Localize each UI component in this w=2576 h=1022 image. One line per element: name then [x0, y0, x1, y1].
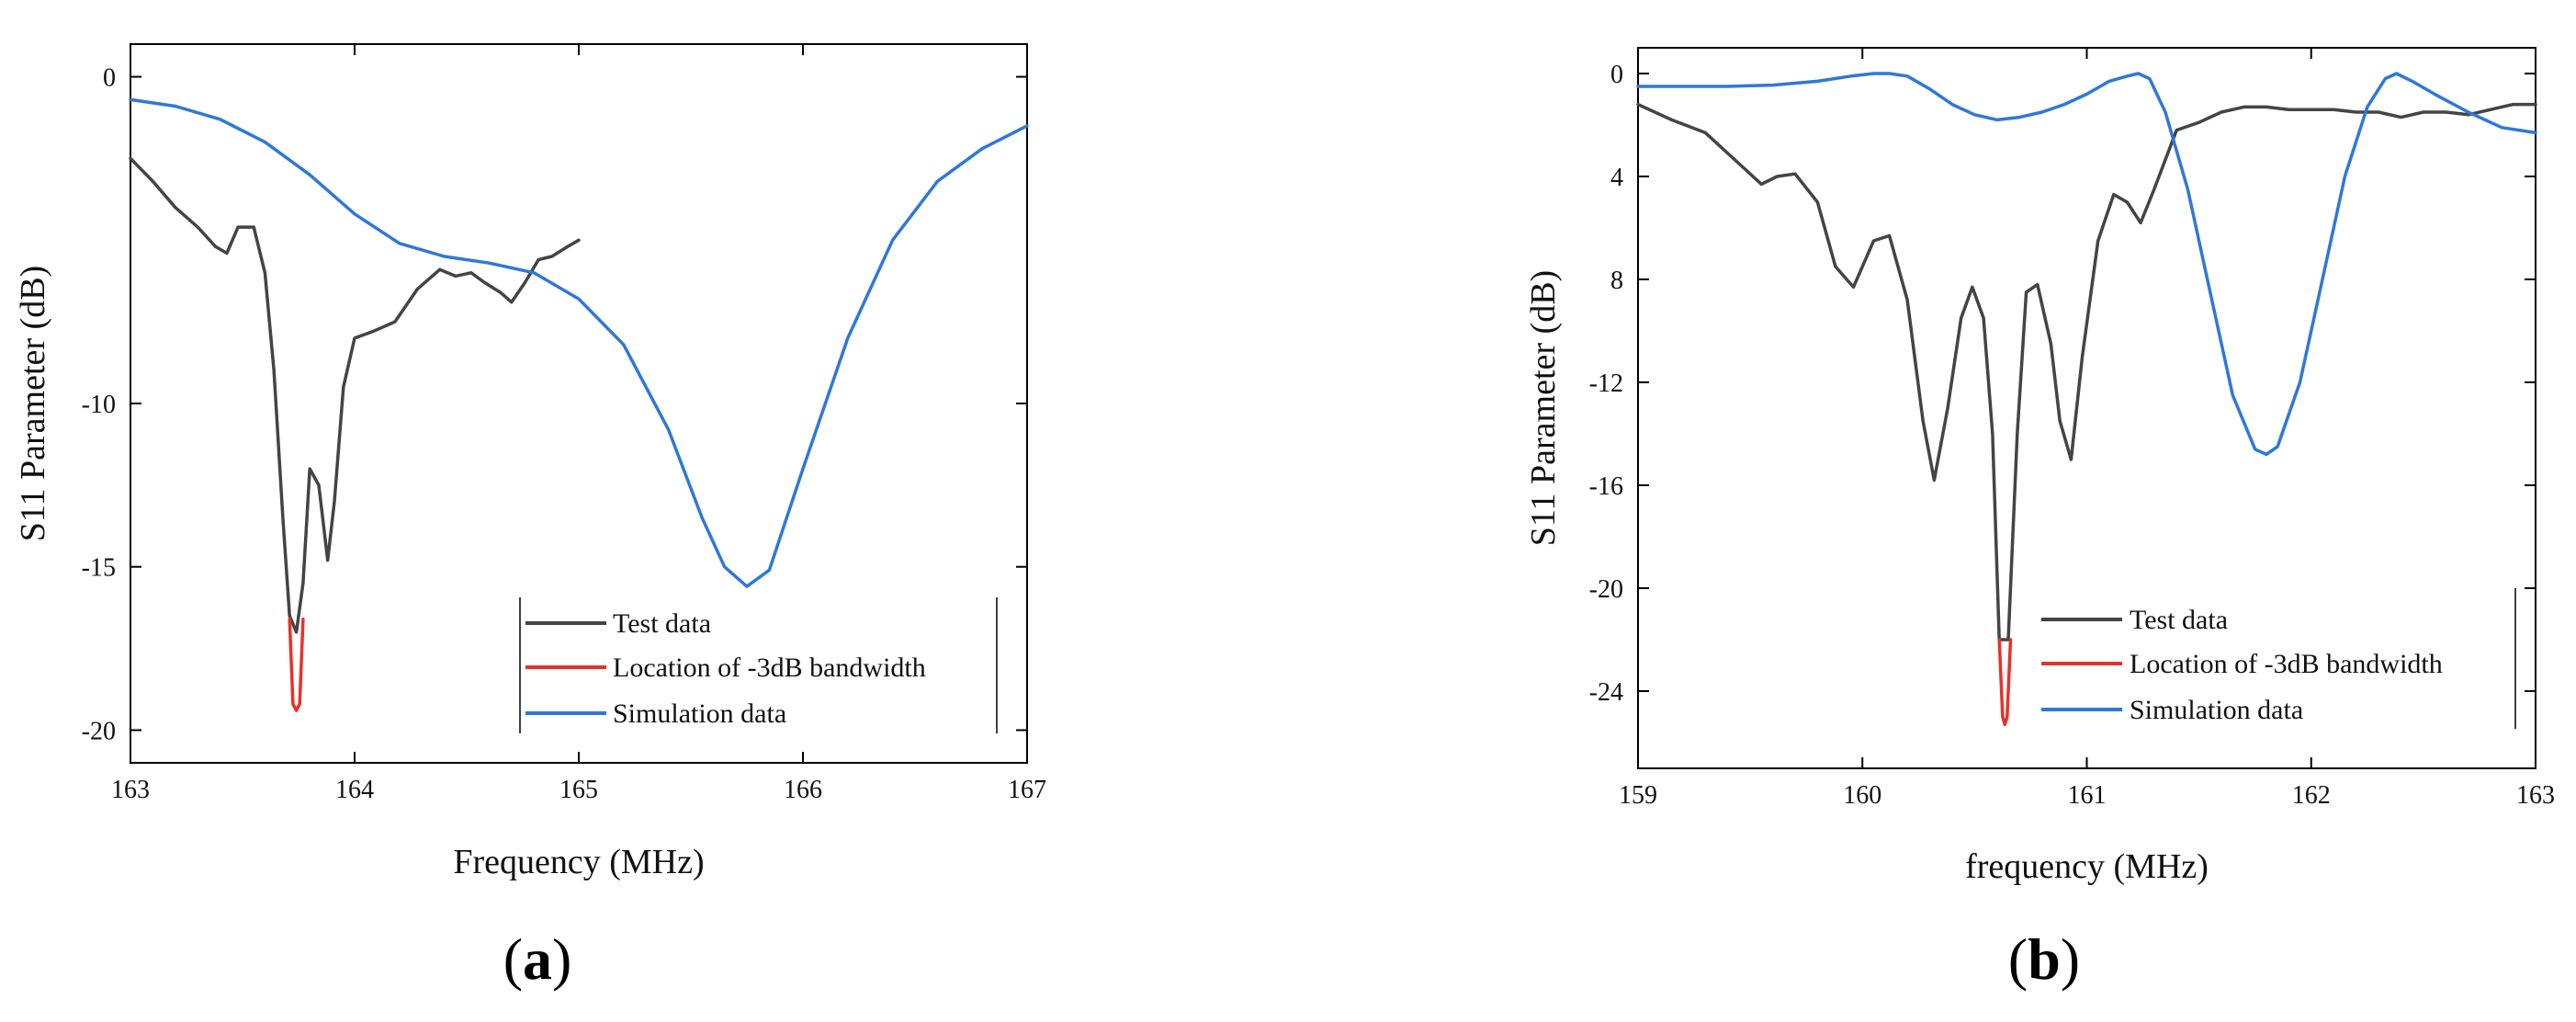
x-axis-title: frequency (MHz) [1965, 847, 2209, 886]
panel-label: (a) [503, 926, 572, 992]
x-tick-label: 162 [2292, 781, 2331, 810]
series-line-2 [288, 617, 305, 712]
x-tick-label: 160 [1843, 781, 1881, 810]
x-tick-label: 163 [2516, 781, 2555, 810]
x-tick-label: 165 [559, 776, 598, 804]
panel-label: (b) [2008, 926, 2080, 992]
legend-entry: Test data [2130, 605, 2228, 635]
y-tick-label: -20 [82, 717, 116, 745]
series-line-1 [129, 156, 581, 634]
x-tick-label: 167 [1008, 776, 1046, 804]
y-axis-title: S11 Parameter (dB) [1524, 270, 1563, 546]
y-axis-title: S11 Parameter (dB) [14, 266, 52, 541]
y-tick-label: 8 [1610, 267, 1623, 295]
x-tick-label: 163 [111, 776, 150, 804]
legend-entry: Simulation data [613, 698, 786, 729]
x-axis-title: Frequency (MHz) [453, 843, 704, 881]
series-line-2 [1997, 638, 2013, 727]
legend-entry: Location of -3dB bandwidth [613, 653, 926, 683]
legend-entry: Simulation data [2130, 695, 2303, 725]
y-tick-label: -20 [1589, 575, 1623, 604]
x-tick-label: 159 [1619, 781, 1657, 810]
series-line-3 [1636, 72, 2537, 457]
chart-panel-b: 159 160 161 162 163 0 4 8 -12 -16 -20 -24 Test data L… [1524, 47, 2555, 992]
y-tick-label: 0 [103, 64, 116, 93]
x-tick-label: 166 [784, 776, 822, 804]
y-tick-label: -12 [1589, 369, 1623, 398]
y-tick-label: 0 [1610, 61, 1623, 89]
series-line-3 [129, 97, 1029, 588]
series-line-1 [1636, 102, 2537, 642]
y-tick-label: 4 [1610, 164, 1623, 192]
y-tick-label: -15 [82, 554, 116, 583]
x-tick-label: 161 [2068, 781, 2107, 810]
y-tick-label: -10 [82, 391, 116, 419]
x-tick-label: 164 [335, 776, 374, 804]
y-tick-label: -24 [1589, 678, 1623, 707]
legend-entry: Test data [613, 608, 711, 639]
y-tick-label: -16 [1589, 472, 1623, 501]
legend-entry: Location of -3dB bandwidth [2130, 649, 2443, 679]
